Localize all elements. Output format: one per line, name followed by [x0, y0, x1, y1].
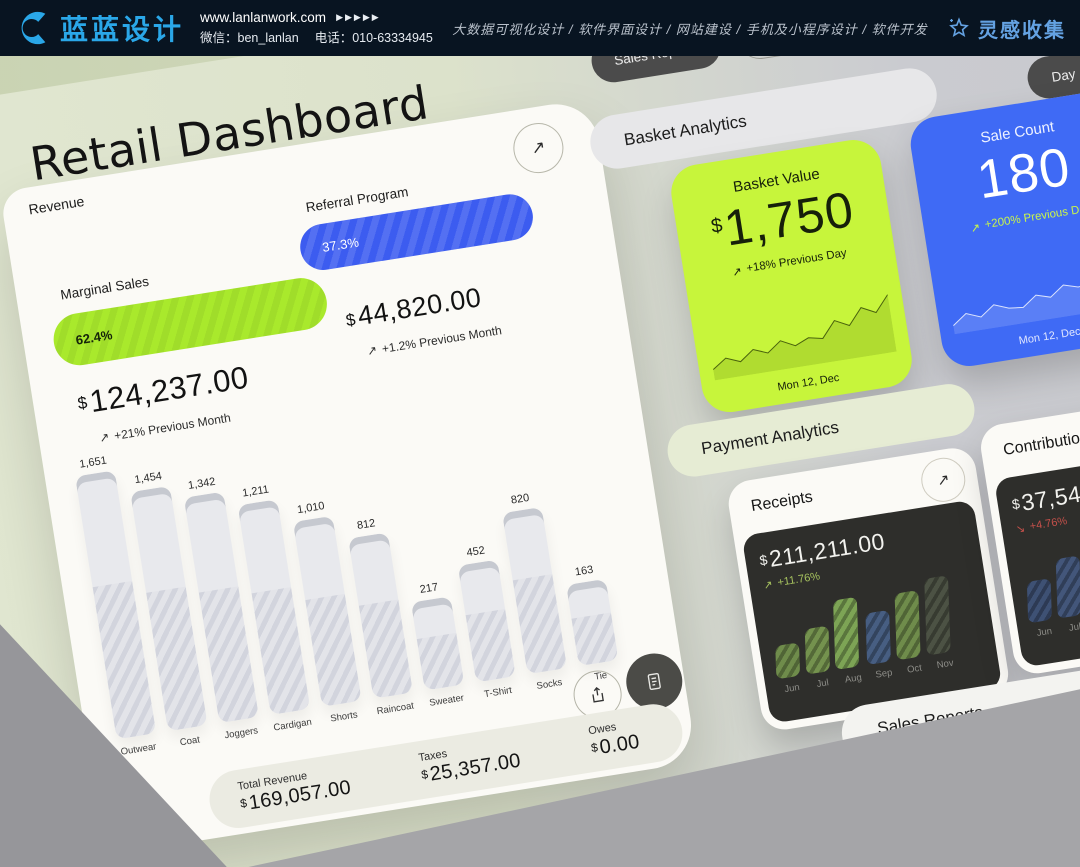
- owes-stat: Owes $ 0.00: [587, 721, 642, 759]
- phone-contact: 电话：010-63334945: [314, 31, 433, 45]
- marginal-sales-label: Marginal Sales: [59, 273, 150, 303]
- total-revenue-stat: Total Revenue $ 169,057.00: [236, 770, 353, 815]
- sale-count-sparkline: [943, 234, 1080, 335]
- trend-up-icon: ↗: [731, 265, 743, 280]
- arrow-up-right-icon: ↗: [935, 470, 951, 490]
- referral-program-label: Referral Program: [304, 184, 410, 216]
- bar-column: 217 Sweater: [408, 580, 467, 710]
- mini-bar: [1024, 578, 1054, 624]
- arrow-up-right-icon: ↗: [529, 137, 547, 159]
- mini-bar: [891, 590, 925, 661]
- share-icon: [592, 687, 604, 703]
- lanlan-logo-icon: [21, 11, 46, 45]
- trend-down-icon: ↘: [1015, 522, 1027, 536]
- month-label: Sep: [874, 667, 894, 681]
- mini-bar: [773, 642, 802, 680]
- referral-delta: ↗ +1.2% Previous Month: [365, 323, 503, 359]
- month-label: Nov: [935, 657, 955, 672]
- receipts-title: Receipts: [749, 488, 814, 516]
- receipt-icon: [647, 672, 661, 691]
- expand-button[interactable]: ↗: [509, 119, 568, 177]
- trend-up-icon: ↗: [98, 429, 111, 446]
- revenue-section-label: Revenue: [27, 192, 86, 218]
- site-header: 蓝蓝设计 www.lanlanwork.com ▶▶▶▶▶ 微信：ben_lan…: [0, 0, 1080, 56]
- site-url[interactable]: www.lanlanwork.com: [200, 10, 327, 25]
- contributions-title: Contributions: [1002, 427, 1080, 459]
- mini-bar: [829, 596, 863, 671]
- trend-up-icon: ↗: [762, 578, 774, 593]
- receipts-expand-button[interactable]: ↗: [918, 454, 969, 505]
- month-label: Aug: [844, 672, 863, 686]
- month-label: Jul: [1068, 621, 1080, 634]
- trend-up-icon: ↗: [969, 222, 982, 236]
- sparkle-star-icon: [949, 17, 969, 37]
- site-info: www.lanlanwork.com ▶▶▶▶▶ 微信：ben_lanlan 电…: [200, 10, 433, 46]
- logo[interactable]: 蓝蓝设计: [14, 8, 184, 48]
- referral-amount: $ 44,820.00: [344, 282, 484, 332]
- taxes-stat: Taxes $ 25,357.00: [417, 747, 523, 786]
- wechat-contact: 微信：ben_lanlan: [200, 31, 299, 45]
- mini-bar: [862, 609, 894, 666]
- trend-up-icon: ↗: [365, 342, 379, 359]
- sales-reports-section-label: Sales Reports: [875, 702, 985, 739]
- bar-column: 163 Tie: [563, 562, 621, 685]
- mini-bar: [920, 575, 956, 656]
- month-label: Jun: [1035, 625, 1053, 640]
- mini-bar: [1052, 555, 1080, 619]
- basket-value-sparkline: [704, 280, 897, 381]
- mini-bar: [802, 625, 833, 675]
- contributions-amount: $ 37,543.00: [1010, 473, 1080, 516]
- report-button[interactable]: [622, 649, 687, 714]
- basket-value-card: Basket Value $ 1,750 ↗ +18% Previous Day…: [667, 136, 916, 417]
- arrows-icon: ▶▶▶▶▶: [336, 12, 381, 22]
- month-label: Jul: [815, 677, 830, 691]
- month-label: Jun: [783, 681, 801, 696]
- inspiration-collect[interactable]: 灵感收集: [947, 14, 1066, 43]
- collect-label: 灵感收集: [978, 19, 1066, 42]
- revenue-card: Revenue ↗ Referral Program 37.3% Margina…: [0, 98, 698, 856]
- logo-text: 蓝蓝设计: [60, 14, 185, 45]
- bar-column: 452 T-Shirt: [455, 543, 519, 701]
- day-filter-button[interactable]: Day: [1024, 48, 1080, 102]
- month-label: Oct: [906, 662, 923, 676]
- services-list: 大数据可视化设计 / 软件界面设计 / 网站建设 / 手机及小程序设计 / 软件…: [452, 21, 928, 37]
- sale-count-card: Sale Count 180 ↗ +200% Previous Day Mon …: [906, 87, 1080, 371]
